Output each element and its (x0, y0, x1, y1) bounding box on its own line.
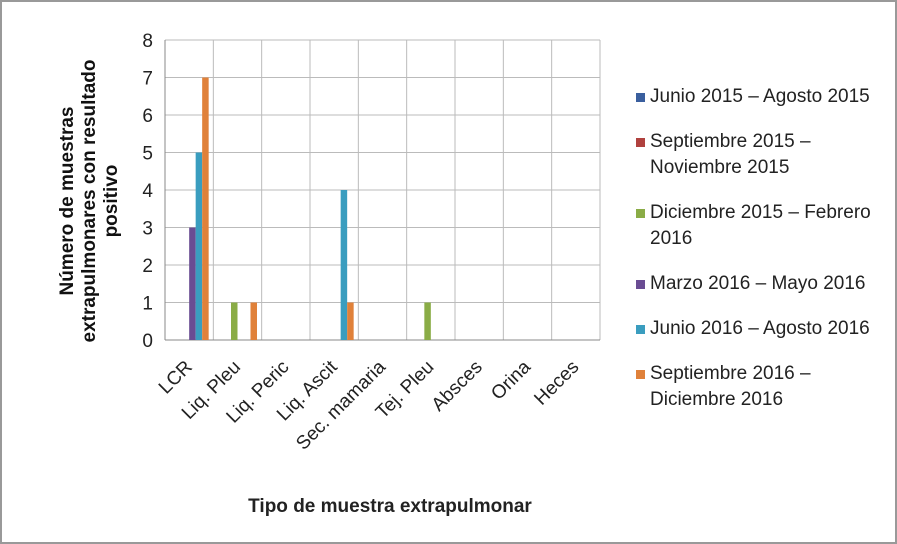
y-tick-label: 8 (142, 31, 153, 52)
legend-label: Marzo 2016 – Mayo 2016 (650, 273, 866, 294)
bar (250, 302, 257, 340)
y-axis-title: Número de muestras extrapulmonares con r… (57, 59, 122, 343)
bar (202, 77, 209, 340)
legend-label: Septiembre 2016 – Diciembre 2016 (650, 363, 811, 410)
bar (189, 227, 196, 340)
legend-item: Junio 2016 – Agosto 2016 (636, 316, 886, 342)
legend-swatch (636, 370, 645, 379)
y-tick-label: 3 (142, 219, 153, 240)
x-tick-label: LCR (155, 357, 197, 399)
x-tick-label: Heces (530, 357, 583, 410)
legend-swatch (636, 280, 645, 289)
y-tick-label: 0 (142, 331, 153, 352)
legend-swatch (636, 325, 645, 334)
y-tick-label: 5 (142, 144, 153, 165)
y-tick-label: 2 (142, 256, 153, 277)
bar (195, 152, 203, 340)
x-tick-label: Orina (487, 356, 535, 404)
x-axis-title: Tipo de muestra extrapulmonar (248, 496, 532, 517)
bar (231, 302, 238, 340)
legend-swatch (636, 138, 645, 147)
legend-swatch (636, 93, 645, 102)
bar (340, 190, 348, 340)
y-tick-label: 4 (142, 181, 153, 202)
legend-label: Septiembre 2015 – Noviembre 2015 (650, 131, 811, 178)
legend-label: Junio 2015 – Agosto 2015 (650, 86, 870, 107)
legend: Junio 2015 – Agosto 2015 Septiembre 2015 … (636, 84, 886, 432)
bar (347, 302, 354, 340)
legend-label: Junio 2016 – Agosto 2016 (650, 318, 870, 339)
legend-label: Diciembre 2015 – Febrero 2016 (650, 202, 871, 249)
legend-item: Septiembre 2015 – Noviembre 2015 (636, 129, 886, 181)
y-tick-label: 7 (142, 69, 153, 90)
legend-item: Septiembre 2016 – Diciembre 2016 (636, 361, 886, 413)
legend-item: Marzo 2016 – Mayo 2016 (636, 271, 886, 297)
bar (424, 302, 431, 340)
legend-swatch (636, 209, 645, 218)
legend-item: Diciembre 2015 – Febrero 2016 (636, 200, 886, 252)
y-tick-label: 6 (142, 106, 153, 127)
legend-item: Junio 2015 – Agosto 2015 (636, 84, 886, 110)
x-tick-label: Absces (428, 357, 487, 416)
y-tick-label: 1 (142, 294, 153, 315)
